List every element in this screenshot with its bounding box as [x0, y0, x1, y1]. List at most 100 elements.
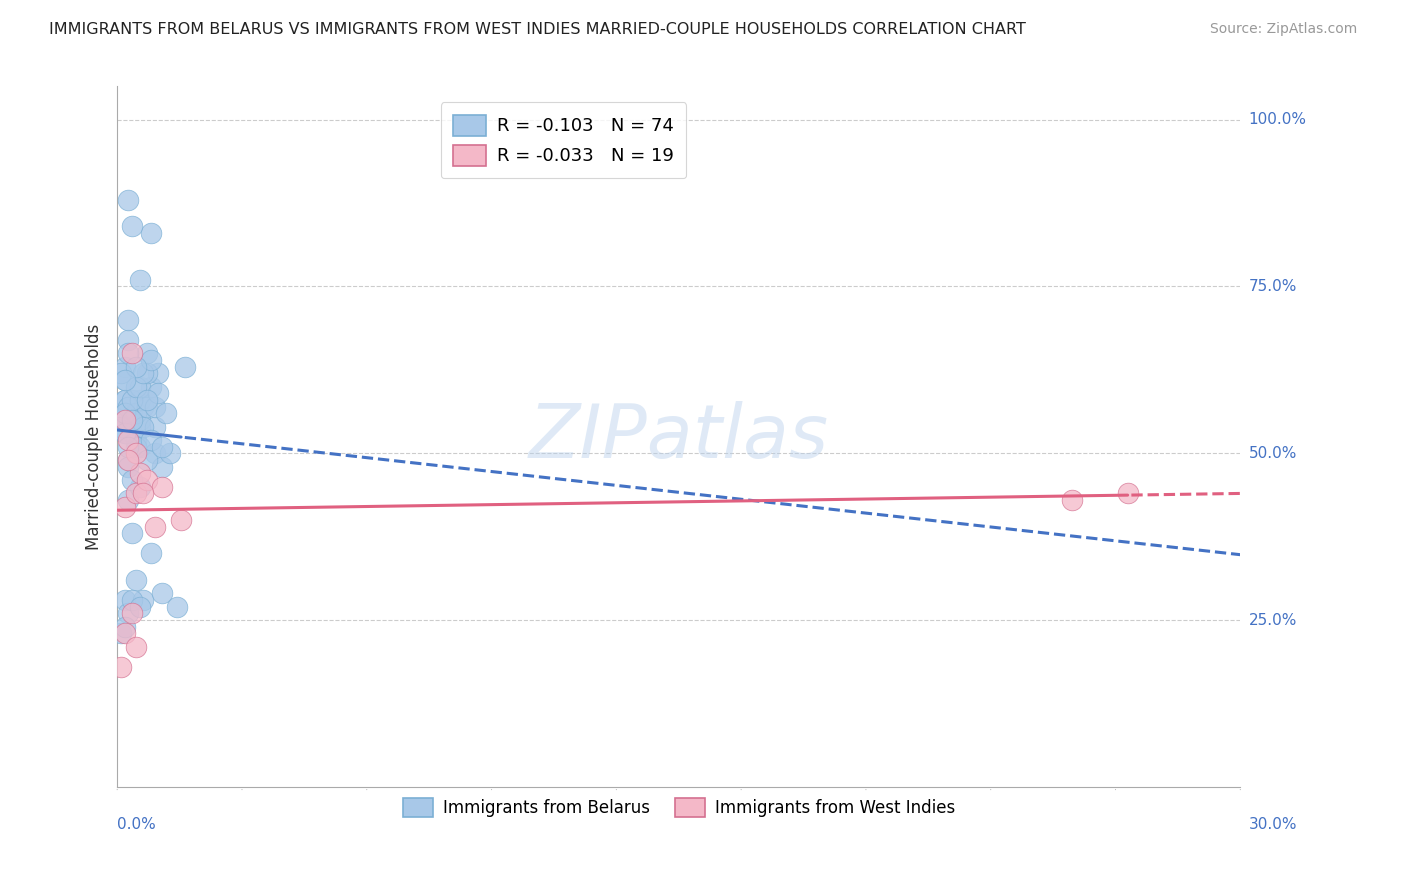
Point	[143, 419, 166, 434]
Point	[110, 659, 132, 673]
Point	[114, 406, 136, 420]
Point	[139, 352, 162, 367]
Point	[117, 453, 139, 467]
Point	[117, 493, 139, 508]
Point	[125, 440, 148, 454]
Point	[121, 413, 143, 427]
Legend: Immigrants from Belarus, Immigrants from West Indies: Immigrants from Belarus, Immigrants from…	[396, 791, 962, 824]
Point	[128, 599, 150, 614]
Point	[128, 419, 150, 434]
Text: 25.0%: 25.0%	[1249, 613, 1296, 628]
Point	[114, 426, 136, 441]
Point	[136, 453, 159, 467]
Point	[136, 473, 159, 487]
Point	[125, 433, 148, 447]
Point	[110, 419, 132, 434]
Point	[166, 599, 188, 614]
Point	[117, 313, 139, 327]
Point	[159, 446, 181, 460]
Point	[117, 459, 139, 474]
Point	[136, 392, 159, 407]
Point	[110, 419, 132, 434]
Point	[125, 406, 148, 420]
Point	[148, 366, 170, 380]
Point	[121, 219, 143, 234]
Point	[1116, 486, 1139, 500]
Point	[117, 400, 139, 414]
Point	[117, 453, 139, 467]
Point	[143, 446, 166, 460]
Point	[117, 193, 139, 207]
Point	[128, 440, 150, 454]
Point	[132, 593, 155, 607]
Point	[143, 519, 166, 533]
Text: 30.0%: 30.0%	[1249, 817, 1298, 832]
Text: ZIPatlas: ZIPatlas	[529, 401, 828, 473]
Point	[117, 433, 139, 447]
Point	[132, 366, 155, 380]
Text: IMMIGRANTS FROM BELARUS VS IMMIGRANTS FROM WEST INDIES MARRIED-COUPLE HOUSEHOLDS: IMMIGRANTS FROM BELARUS VS IMMIGRANTS FR…	[49, 22, 1026, 37]
Point	[136, 400, 159, 414]
Point	[110, 366, 132, 380]
Point	[121, 473, 143, 487]
Point	[170, 513, 193, 527]
Point	[143, 400, 166, 414]
Text: Source: ZipAtlas.com: Source: ZipAtlas.com	[1209, 22, 1357, 37]
Point	[132, 400, 155, 414]
Point	[139, 226, 162, 240]
Point	[139, 433, 162, 447]
Point	[150, 586, 173, 600]
Point	[121, 392, 143, 407]
Point	[150, 440, 173, 454]
Point	[114, 373, 136, 387]
Point	[121, 607, 143, 621]
Point	[114, 500, 136, 514]
Point	[128, 480, 150, 494]
Point	[136, 366, 159, 380]
Point	[125, 486, 148, 500]
Point	[132, 486, 155, 500]
Point	[139, 379, 162, 393]
Point	[121, 346, 143, 360]
Point	[121, 413, 143, 427]
Point	[148, 386, 170, 401]
Point	[128, 413, 150, 427]
Point	[117, 333, 139, 347]
Point	[114, 392, 136, 407]
Point	[117, 346, 139, 360]
Point	[114, 593, 136, 607]
Point	[125, 640, 148, 654]
Point	[173, 359, 195, 374]
Text: 0.0%: 0.0%	[117, 817, 156, 832]
Point	[110, 626, 132, 640]
Point	[128, 273, 150, 287]
Point	[117, 607, 139, 621]
Point	[114, 359, 136, 374]
Point	[1060, 493, 1083, 508]
Text: 75.0%: 75.0%	[1249, 279, 1296, 294]
Point	[114, 392, 136, 407]
Point	[114, 413, 136, 427]
Text: 50.0%: 50.0%	[1249, 446, 1296, 461]
Point	[139, 546, 162, 560]
Point	[110, 406, 132, 420]
Point	[117, 440, 139, 454]
Point	[125, 379, 148, 393]
Point	[128, 392, 150, 407]
Point	[150, 459, 173, 474]
Text: 100.0%: 100.0%	[1249, 112, 1306, 128]
Point	[155, 406, 177, 420]
Point	[114, 426, 136, 441]
Point	[121, 406, 143, 420]
Point	[121, 526, 143, 541]
Point	[128, 379, 150, 393]
Point	[136, 346, 159, 360]
Point	[128, 467, 150, 481]
Point	[121, 426, 143, 441]
Point	[125, 359, 148, 374]
Point	[114, 373, 136, 387]
Point	[125, 446, 148, 460]
Point	[114, 626, 136, 640]
Point	[121, 593, 143, 607]
Y-axis label: Married-couple Households: Married-couple Households	[86, 324, 103, 549]
